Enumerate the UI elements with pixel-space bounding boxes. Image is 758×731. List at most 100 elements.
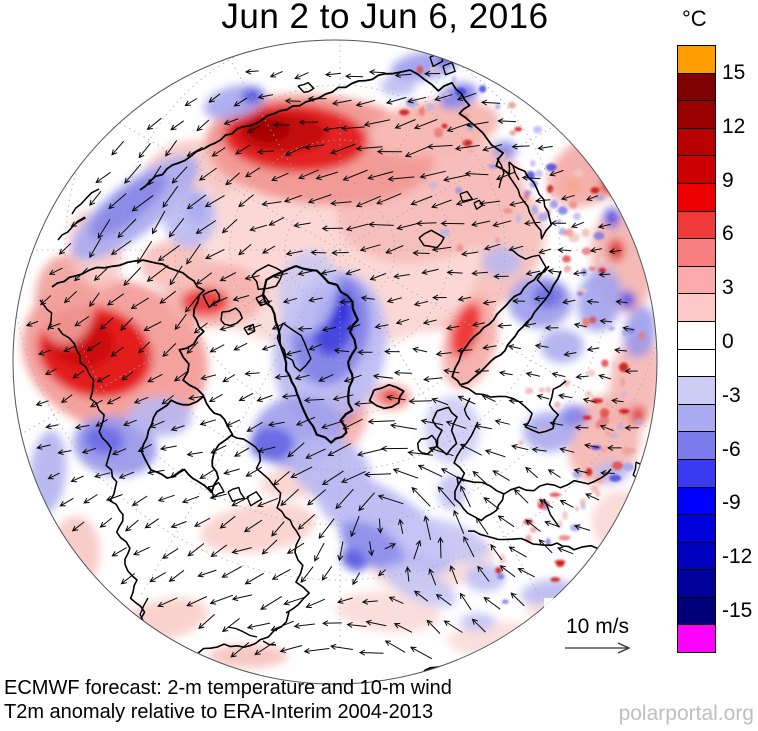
wind-arrow (494, 419, 510, 425)
wind-arrow (321, 326, 337, 333)
wind-arrow (232, 295, 250, 302)
wind-arrow (430, 199, 452, 209)
wind-arrow (58, 242, 72, 255)
wind-arrow (423, 515, 432, 541)
wind-arrow (208, 93, 221, 103)
wind-arrow (133, 546, 150, 556)
wind-arrow (608, 248, 622, 255)
wind-arrow (573, 467, 588, 474)
wind-arrow (307, 194, 332, 204)
wind-arrow (456, 347, 473, 354)
wind-arrow (388, 596, 404, 605)
wind-arrow (45, 423, 59, 430)
wind-arrow (124, 519, 139, 532)
wind-arrow (538, 248, 552, 255)
wind-arrow (570, 221, 585, 229)
wind-arrow (318, 373, 334, 382)
wind-arrow (575, 373, 589, 380)
wind-arrow (210, 296, 228, 306)
wind-arrow (412, 250, 430, 257)
wind-arrow (534, 197, 551, 204)
colorbar-cell (678, 183, 715, 212)
wind-arrow (186, 146, 203, 157)
wind-arrow (385, 245, 404, 254)
wind-arrow (426, 143, 453, 150)
wind-arrow (256, 148, 274, 155)
wind-arrow (290, 466, 313, 478)
wind-arrow (303, 397, 325, 404)
wind-arrow (184, 295, 199, 313)
wind-arrow (478, 200, 501, 207)
wind-arrow (159, 290, 177, 304)
wind-arrow (231, 547, 252, 555)
wind-arrow (490, 544, 503, 561)
colorbar-cell (678, 597, 715, 626)
wind-arrow (582, 397, 597, 404)
wind-arrow (195, 272, 213, 285)
wind-arrow (193, 517, 211, 527)
wind-arrow (244, 68, 259, 75)
wind-arrow (279, 645, 303, 653)
wind-arrow (460, 485, 471, 508)
wind-arrow (386, 297, 402, 304)
wind-arrow (117, 218, 137, 239)
wind-arrow (497, 118, 517, 125)
wind-arrow (184, 98, 198, 107)
wind-arrow (286, 542, 305, 554)
wind-arrow (261, 344, 276, 351)
wind-arrow (561, 298, 576, 305)
wind-arrow (539, 499, 554, 509)
wind-arrow (322, 620, 342, 627)
wind-arrow (368, 221, 394, 228)
colorbar-cell (678, 570, 715, 598)
wind-arrow (449, 565, 458, 585)
wind-arrow (147, 373, 163, 383)
colorbar-tick-label: -9 (722, 491, 741, 515)
wind-arrow (423, 376, 443, 383)
wind-arrow (260, 595, 283, 610)
wind-arrow (431, 294, 447, 301)
wind-arrow (86, 341, 102, 352)
wind-arrow (550, 220, 567, 227)
wind-arrow (162, 343, 177, 357)
wind-arrow (613, 347, 628, 354)
wind-arrow (417, 464, 443, 478)
wind-arrow (474, 423, 492, 430)
wind-arrow (495, 171, 516, 181)
wind-arrow (471, 270, 488, 277)
wind-arrow (257, 93, 274, 100)
wind-arrow (365, 619, 387, 627)
wind-arrow (193, 322, 208, 334)
colorbar-cell (678, 432, 715, 460)
wind-arrow (343, 374, 362, 383)
wind-arrow (199, 469, 214, 479)
wind-arrow (589, 247, 602, 253)
wind-arrow (63, 291, 77, 304)
wind-arrow (57, 449, 72, 456)
wind-arrows-field (25, 68, 639, 660)
wind-arrow (455, 197, 478, 206)
colorbar-tick-label: 9 (722, 168, 734, 192)
wind-arrow (123, 267, 142, 286)
wind-arrow (471, 321, 486, 328)
wind-arrow (474, 368, 489, 375)
wind-arrow (257, 446, 276, 453)
wind-arrow (249, 224, 268, 232)
wind-arrow (124, 163, 142, 184)
wind-arrow (267, 421, 285, 428)
wind-arrow (404, 145, 430, 158)
wind-arrow (285, 250, 303, 257)
colorbar-cell (678, 321, 715, 350)
wind-scale-label: 10 m/s (566, 615, 629, 638)
wind-arrow (331, 99, 352, 106)
wind-arrow (470, 220, 491, 227)
wind-arrow (209, 344, 225, 353)
wind-arrow (437, 536, 444, 559)
wind-arrow (146, 117, 162, 131)
wind-arrow (235, 144, 251, 155)
colorbar-cell (678, 349, 715, 378)
wind-arrow (356, 448, 384, 457)
wind-arrow (314, 542, 325, 562)
wind-arrow (244, 167, 261, 178)
colorbar-cell (678, 625, 715, 653)
